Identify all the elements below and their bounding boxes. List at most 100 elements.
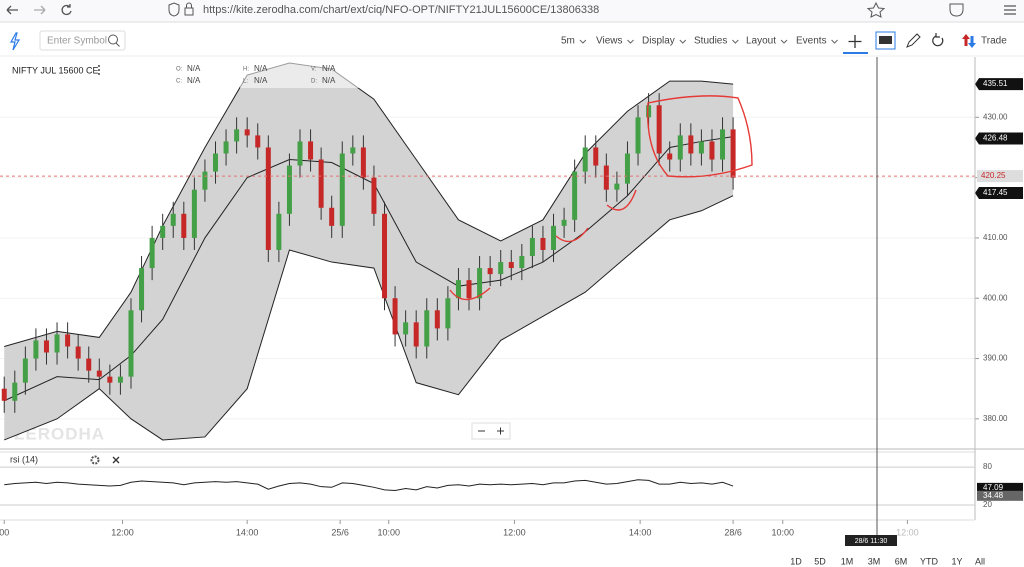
zoom-in[interactable] (497, 427, 504, 435)
range-button[interactable]: 3M (868, 556, 881, 566)
candle-body (382, 213, 388, 299)
url[interactable]: https://kite.zerodha.com/chart/ext/ciq/N… (203, 4, 599, 16)
chevron (780, 39, 788, 44)
band-upper (4, 62, 734, 347)
watermark: ZERODHA (14, 424, 105, 443)
menu-item[interactable]: Events (796, 36, 827, 47)
candle-body (212, 153, 218, 172)
candle-body (551, 225, 557, 250)
range-button[interactable]: 6M (895, 556, 908, 566)
crosshair-label: 28/6 11:30 (855, 538, 888, 545)
menu-button[interactable] (1004, 5, 1016, 15)
ohlc-key: O: (176, 67, 183, 73)
info-tool[interactable] (875, 31, 896, 50)
x-tick-label: 12:00 (111, 527, 134, 537)
rsi-line (4, 479, 734, 491)
candle-body (360, 147, 366, 178)
x-tick-label: 10:00 (771, 527, 794, 537)
range-button[interactable]: 1Y (951, 556, 962, 566)
menu-item[interactable]: 5m (561, 36, 575, 47)
candle-body (413, 322, 419, 347)
menu-item[interactable]: Studies (694, 36, 727, 47)
shield-icon (168, 2, 180, 17)
candle-body (698, 141, 704, 154)
trade-icon-sell (962, 34, 970, 46)
candle-body (424, 310, 430, 347)
menu-item[interactable]: Views (596, 36, 623, 47)
candle-body (529, 237, 535, 257)
candle-body (487, 268, 493, 275)
x-tick-label: 28/6 (724, 527, 742, 537)
last-price-label: 420.25 (981, 171, 1006, 180)
candle-body (22, 358, 28, 383)
x-tick-label: 14:00 (236, 527, 259, 537)
chart-title: NIFTY JUL 15600 CE (12, 65, 99, 75)
x-tick-label: 00 (0, 527, 9, 537)
candle-body (720, 129, 726, 160)
candle-body (12, 382, 18, 401)
price-tag-label: 426.48 (983, 134, 1008, 143)
range-button[interactable]: YTD (920, 556, 939, 566)
lock-icon (184, 7, 194, 16)
candle-body (107, 376, 113, 383)
range-button[interactable]: 5D (814, 556, 826, 566)
last-price-tag (977, 170, 1023, 183)
bookmark-star[interactable] (866, 1, 886, 18)
crosshair-tool[interactable] (848, 35, 862, 48)
candle-body (667, 153, 673, 160)
x-tick-label: 25/6 (331, 527, 349, 537)
candle-body (624, 153, 630, 184)
candle-body (498, 262, 504, 275)
price-tag (975, 132, 1023, 145)
rsi-tick-label: 20 (983, 500, 992, 509)
ohlc-key: D: (311, 79, 317, 85)
price-tag (975, 186, 1023, 199)
rsi-close[interactable] (112, 456, 120, 464)
trade-button[interactable]: Trade (981, 36, 1007, 47)
candle-body (582, 147, 588, 172)
candle-body (709, 141, 715, 160)
search-box[interactable] (39, 30, 126, 51)
y-tick-label: 400.00 (983, 293, 1008, 302)
ohlc-value: N/A (322, 76, 336, 85)
range-button[interactable]: 1D (790, 556, 802, 566)
pocket-icon[interactable] (949, 3, 964, 17)
rsi-settings[interactable] (90, 455, 100, 465)
candle-body (234, 129, 240, 142)
info-icon (879, 36, 892, 44)
menu-item[interactable]: Layout (746, 36, 776, 47)
lightning-icon[interactable] (9, 32, 21, 51)
menu-item[interactable]: Display (642, 36, 675, 47)
back-button[interactable] (6, 5, 18, 15)
candle-body (191, 189, 197, 238)
crosshair-tag (845, 535, 897, 546)
undo-tool[interactable] (932, 33, 944, 47)
price-tag (975, 78, 1023, 91)
candle-body (96, 370, 102, 377)
reload-button[interactable] (61, 4, 72, 16)
chart: 380.00390.00400.00410.00420.00430.00ZERO… (0, 57, 1024, 566)
draw-tool[interactable] (906, 33, 921, 48)
chevron (579, 39, 587, 44)
rsi-tag-label: 47.09 (983, 483, 1004, 492)
candle-body (656, 105, 662, 154)
candle-body (339, 153, 345, 226)
forward-button[interactable] (34, 5, 46, 15)
search-icon[interactable] (108, 34, 118, 45)
range-button[interactable]: All (975, 556, 985, 566)
menu-bar: 5m Views Display Studies Layout Events (561, 36, 838, 47)
candle-body (635, 117, 641, 154)
candle-body (128, 310, 134, 377)
candle-body (181, 213, 187, 238)
candle-body (297, 141, 303, 166)
candle-body (593, 147, 599, 166)
ohlc-key: V: (311, 67, 317, 73)
candle-body (603, 165, 609, 190)
candle-body (403, 322, 409, 335)
candle-body (265, 147, 271, 250)
candle-body (371, 177, 377, 214)
range-button[interactable]: 1M (841, 556, 854, 566)
candle-body (255, 135, 261, 148)
zoom-controls (471, 422, 511, 440)
options-dot (98, 73, 100, 75)
